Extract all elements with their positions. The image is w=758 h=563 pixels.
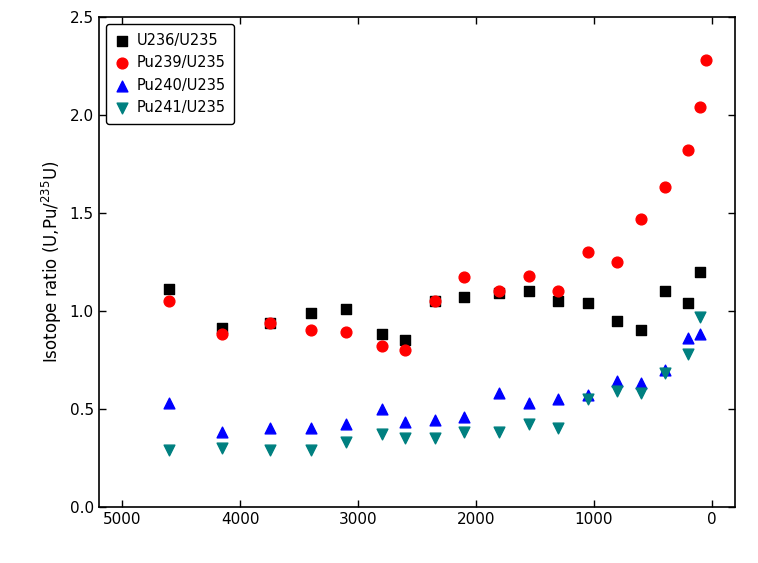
Pu239/U235 (458, 273, 470, 282)
U236/U235 (553, 297, 565, 306)
Pu241/U235 (635, 388, 647, 397)
Pu241/U235 (428, 434, 440, 443)
Pu241/U235 (458, 428, 470, 437)
Pu239/U235 (682, 146, 694, 155)
U236/U235 (458, 293, 470, 302)
Pu239/U235 (216, 330, 228, 339)
Y-axis label: Isotope ratio (U,Pu/$^{235}$U): Isotope ratio (U,Pu/$^{235}$U) (40, 160, 64, 363)
Pu239/U235 (163, 297, 175, 306)
Pu240/U235 (582, 391, 594, 400)
Pu241/U235 (611, 387, 623, 396)
Pu240/U235 (163, 399, 175, 408)
Pu241/U235 (305, 445, 317, 454)
Pu240/U235 (694, 330, 706, 339)
Pu240/U235 (553, 395, 565, 404)
Pu239/U235 (694, 102, 706, 111)
Pu239/U235 (523, 271, 535, 280)
Pu241/U235 (682, 350, 694, 359)
Pu241/U235 (553, 424, 565, 433)
Pu240/U235 (340, 420, 352, 429)
U236/U235 (264, 318, 276, 327)
Pu240/U235 (375, 404, 387, 413)
U236/U235 (428, 297, 440, 306)
Pu241/U235 (493, 428, 506, 437)
Pu241/U235 (659, 369, 671, 378)
U236/U235 (399, 336, 411, 345)
Pu239/U235 (553, 287, 565, 296)
Pu239/U235 (305, 326, 317, 335)
U236/U235 (163, 285, 175, 294)
U236/U235 (659, 287, 671, 296)
Pu239/U235 (635, 214, 647, 223)
Pu239/U235 (582, 248, 594, 257)
U236/U235 (340, 305, 352, 314)
Pu239/U235 (428, 297, 440, 306)
U236/U235 (582, 298, 594, 307)
Pu239/U235 (700, 56, 712, 65)
U236/U235 (523, 287, 535, 296)
Pu241/U235 (399, 434, 411, 443)
Pu241/U235 (216, 444, 228, 453)
Pu240/U235 (458, 412, 470, 421)
Pu240/U235 (635, 379, 647, 388)
U236/U235 (493, 289, 506, 298)
Pu240/U235 (523, 399, 535, 408)
Pu240/U235 (428, 416, 440, 425)
Pu240/U235 (493, 388, 506, 397)
Pu239/U235 (611, 257, 623, 266)
Legend: U236/U235, Pu239/U235, Pu240/U235, Pu241/U235: U236/U235, Pu239/U235, Pu240/U235, Pu241… (106, 24, 234, 123)
Pu240/U235 (216, 428, 228, 437)
Pu241/U235 (523, 420, 535, 429)
U236/U235 (216, 324, 228, 333)
Pu240/U235 (611, 377, 623, 386)
Pu241/U235 (264, 445, 276, 454)
Pu239/U235 (375, 342, 387, 351)
Pu241/U235 (375, 430, 387, 439)
Pu239/U235 (493, 287, 506, 296)
U236/U235 (305, 308, 317, 317)
Pu241/U235 (582, 395, 594, 404)
Pu240/U235 (399, 418, 411, 427)
Pu241/U235 (694, 312, 706, 321)
Pu239/U235 (264, 318, 276, 327)
U236/U235 (635, 326, 647, 335)
Pu240/U235 (682, 334, 694, 343)
U236/U235 (611, 316, 623, 325)
U236/U235 (375, 330, 387, 339)
Pu241/U235 (163, 445, 175, 454)
Pu240/U235 (305, 424, 317, 433)
Pu241/U235 (340, 437, 352, 446)
Pu240/U235 (659, 365, 671, 374)
U236/U235 (694, 267, 706, 276)
Pu239/U235 (399, 346, 411, 355)
U236/U235 (682, 298, 694, 307)
Pu239/U235 (659, 183, 671, 192)
Pu239/U235 (340, 328, 352, 337)
Pu240/U235 (264, 424, 276, 433)
